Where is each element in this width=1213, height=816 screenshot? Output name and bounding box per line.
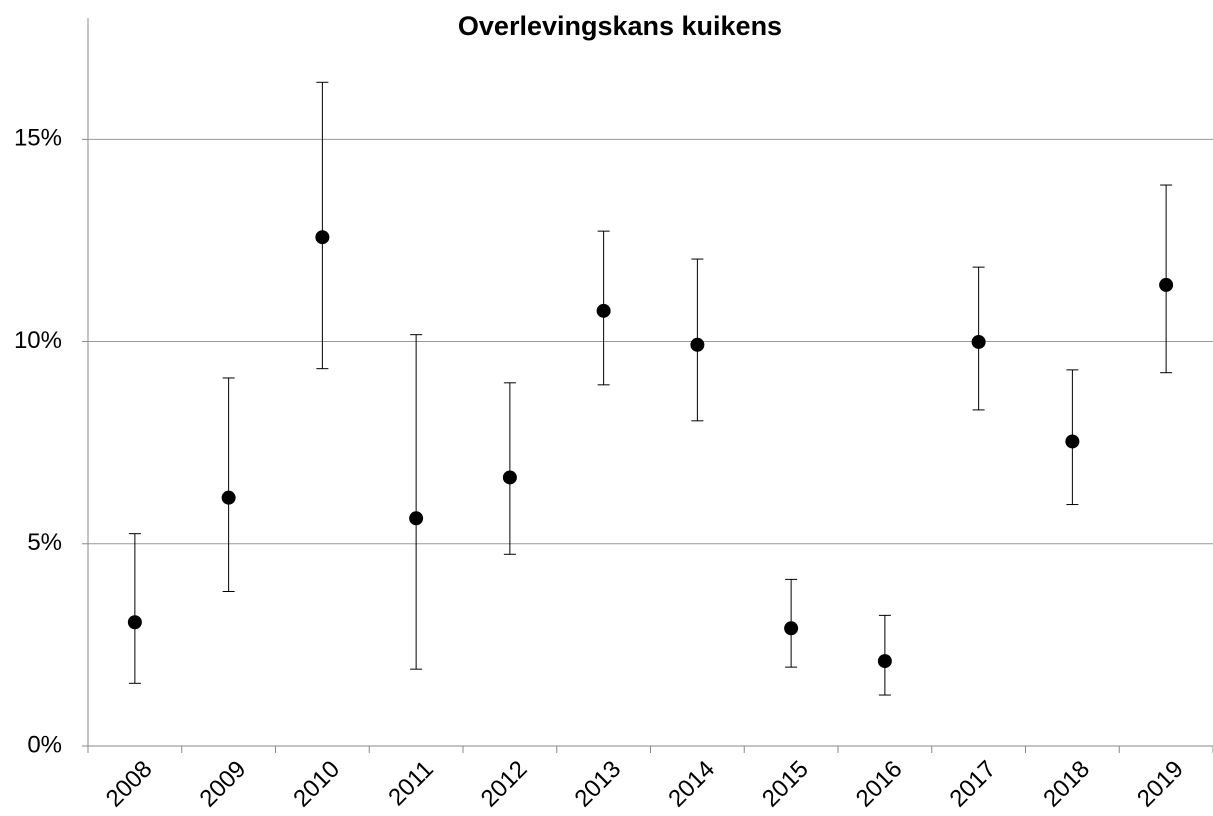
x-tick-label: 2018 xyxy=(1038,756,1095,813)
x-tick-label: 2019 xyxy=(1132,756,1189,813)
point xyxy=(221,490,236,505)
x-tick-label: 2017 xyxy=(945,756,1002,813)
point xyxy=(315,230,330,245)
point xyxy=(690,337,705,352)
y-tick-label: 0% xyxy=(27,731,62,758)
x-tick-label: 2009 xyxy=(195,756,252,813)
x-tick-label: 2016 xyxy=(851,756,908,813)
x-tick-label: 2014 xyxy=(663,756,720,813)
point xyxy=(127,615,142,630)
x-tick-label: 2012 xyxy=(476,756,533,813)
y-tick-label: 15% xyxy=(14,125,62,152)
point xyxy=(596,303,611,318)
point xyxy=(877,654,892,669)
x-tick-label: 2010 xyxy=(288,756,345,813)
point xyxy=(409,511,424,526)
y-tick-label: 10% xyxy=(14,327,62,354)
x-tick-label: 2015 xyxy=(757,756,814,813)
point xyxy=(502,470,517,485)
point xyxy=(971,334,986,349)
y-tick-label: 5% xyxy=(27,529,62,556)
x-tick-label: 2008 xyxy=(101,756,158,813)
x-tick-label: 2013 xyxy=(570,756,627,813)
point xyxy=(1159,277,1174,292)
x-tick-label: 2011 xyxy=(383,756,439,812)
point xyxy=(1065,434,1080,449)
chart-title: Overlevingskans kuikens xyxy=(458,11,782,41)
point xyxy=(784,621,799,636)
